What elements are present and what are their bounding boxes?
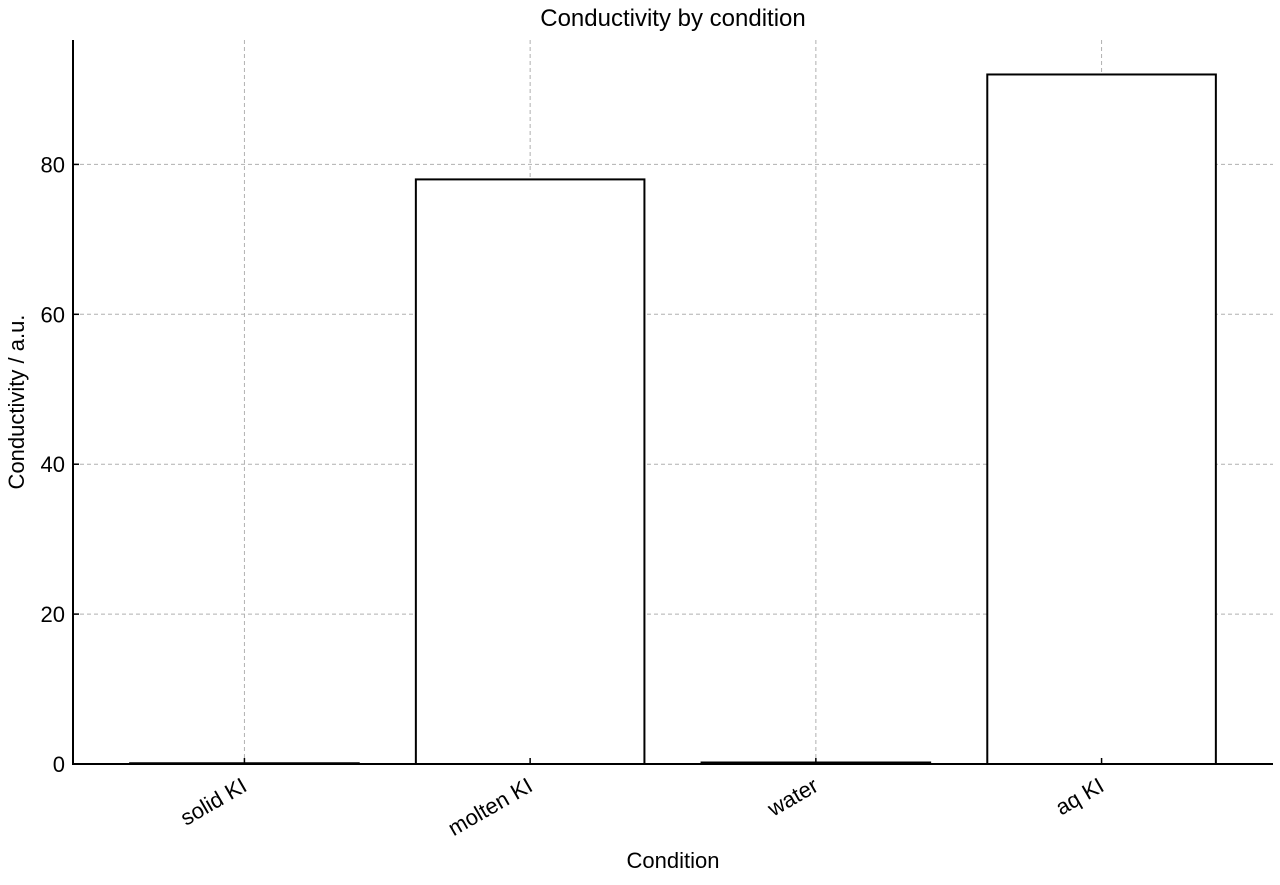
axes <box>72 40 1273 765</box>
x-tick-label: solid KI <box>176 773 251 831</box>
x-tick-label: water <box>762 773 822 822</box>
y-tick-label: 20 <box>41 602 65 627</box>
bar <box>414 178 646 765</box>
x-axis-label: Condition <box>627 848 720 873</box>
chart-title: Conductivity by condition <box>540 5 805 32</box>
bar <box>986 73 1217 765</box>
y-axis-label: Conductivity / a.u. <box>4 315 29 490</box>
bars <box>129 73 1217 766</box>
y-tick-label: 0 <box>53 752 65 777</box>
y-tick-label: 80 <box>41 152 65 177</box>
x-tick-label: molten KI <box>444 773 537 841</box>
x-tick-label: aq KI <box>1051 773 1108 820</box>
y-tick-label: 40 <box>41 452 65 477</box>
y-tick-label: 60 <box>41 302 65 327</box>
